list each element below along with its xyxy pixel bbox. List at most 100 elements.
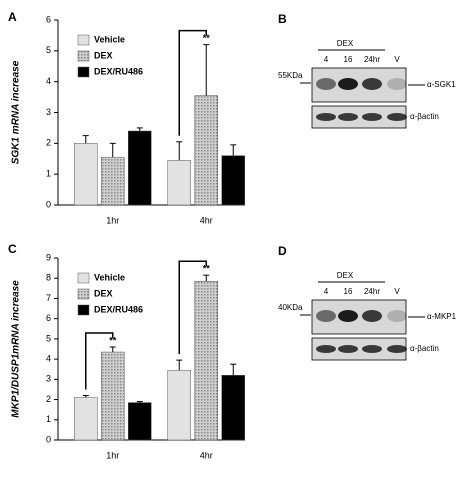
y-tick-label: 0 <box>46 434 51 444</box>
band <box>338 310 358 322</box>
target-label: α-MKP1 <box>427 312 457 321</box>
band <box>387 78 407 90</box>
error-bar <box>176 141 183 161</box>
lane-label: 16 <box>344 55 353 64</box>
error-bar <box>203 274 210 282</box>
y-tick-label: 5 <box>46 45 51 55</box>
lane-label: 24hr <box>364 55 380 64</box>
error-bar <box>109 346 116 353</box>
x-tick-label: 1hr <box>106 215 119 225</box>
control-label: α-βactin <box>410 112 439 121</box>
legend-swatch <box>77 34 90 46</box>
y-tick-label: 3 <box>46 107 51 117</box>
band <box>387 345 407 353</box>
marker-label: 55KDa <box>278 71 303 80</box>
control-label: α-βactin <box>410 344 439 353</box>
band <box>316 345 336 353</box>
bar <box>167 160 191 206</box>
y-tick-label: 1 <box>46 414 51 424</box>
legend-swatch <box>77 66 90 78</box>
y-tick-label: 6 <box>46 313 51 323</box>
y-tick-label: 3 <box>46 374 51 384</box>
lane-label: V <box>394 287 400 296</box>
legend-label: DEX <box>94 288 113 298</box>
lane-label: 16 <box>344 287 353 296</box>
bar <box>128 402 152 441</box>
panel-label: C <box>8 242 17 256</box>
panel-label: A <box>8 10 17 24</box>
bar <box>101 351 125 441</box>
lane-label: 24hr <box>364 287 380 296</box>
band <box>338 78 358 90</box>
significance-bracket <box>85 332 114 390</box>
error-bar <box>82 135 89 144</box>
band <box>316 310 336 322</box>
y-tick-label: 9 <box>46 252 51 262</box>
legend-swatch <box>77 50 90 62</box>
band <box>338 113 358 121</box>
panel-label: B <box>278 12 287 26</box>
y-tick-label: 5 <box>46 333 51 343</box>
bar <box>194 95 218 206</box>
error-bar <box>136 401 143 403</box>
error-bar <box>109 142 116 158</box>
band <box>338 345 358 353</box>
legend-label: DEX/RU486 <box>94 304 143 314</box>
y-tick-label: 4 <box>46 76 51 86</box>
y-tick-label: 2 <box>46 138 51 148</box>
bar <box>128 130 152 206</box>
significance-label: ** <box>203 33 211 43</box>
bar <box>221 155 245 206</box>
x-tick-label: 4hr <box>200 215 213 225</box>
panel-label: D <box>278 244 287 258</box>
bar <box>194 281 218 441</box>
legend-swatch <box>77 272 90 284</box>
error-bar <box>203 44 210 96</box>
y-tick-label: 1 <box>46 169 51 179</box>
legend-label: Vehicle <box>94 34 125 44</box>
x-tick-label: 4hr <box>200 450 213 460</box>
bar <box>221 375 245 441</box>
bar <box>74 397 98 441</box>
bar <box>101 156 125 206</box>
y-tick-label: 8 <box>46 273 51 283</box>
significance-label: ** <box>109 335 117 345</box>
band <box>316 113 336 121</box>
band <box>362 78 382 90</box>
band <box>362 310 382 322</box>
y-tick-label: 7 <box>46 293 51 303</box>
y-axis-label: SGK1 mRNA increase <box>11 60 22 164</box>
y-axis-label: MKP1/DUSP1mRNA increase <box>11 280 22 418</box>
lane-label: 4 <box>324 55 329 64</box>
bar <box>167 369 191 441</box>
error-bar <box>230 363 237 376</box>
x-tick-label: 1hr <box>106 450 119 460</box>
error-bar <box>176 359 183 371</box>
significance-bracket <box>178 260 207 355</box>
lane-label: V <box>394 55 400 64</box>
error-bar <box>136 127 143 131</box>
legend-swatch <box>77 304 90 316</box>
band <box>387 310 407 322</box>
target-label: α-SGK1 <box>427 80 456 89</box>
y-tick-label: 2 <box>46 394 51 404</box>
legend-label: Vehicle <box>94 272 125 282</box>
marker-label: 40KDa <box>278 303 303 312</box>
significance-label: ** <box>203 264 211 274</box>
y-tick-label: 4 <box>46 353 51 363</box>
band <box>362 113 382 121</box>
group-label: DEX <box>337 39 354 48</box>
group-label: DEX <box>337 271 354 280</box>
lane-label: 4 <box>324 287 329 296</box>
legend-label: DEX/RU486 <box>94 66 143 76</box>
band <box>387 113 407 121</box>
y-tick-label: 6 <box>46 14 51 24</box>
legend-swatch <box>77 288 90 300</box>
bar <box>74 143 98 206</box>
error-bar <box>230 144 237 156</box>
error-bar <box>82 395 89 398</box>
band <box>316 78 336 90</box>
band <box>362 345 382 353</box>
y-tick-label: 0 <box>46 199 51 209</box>
